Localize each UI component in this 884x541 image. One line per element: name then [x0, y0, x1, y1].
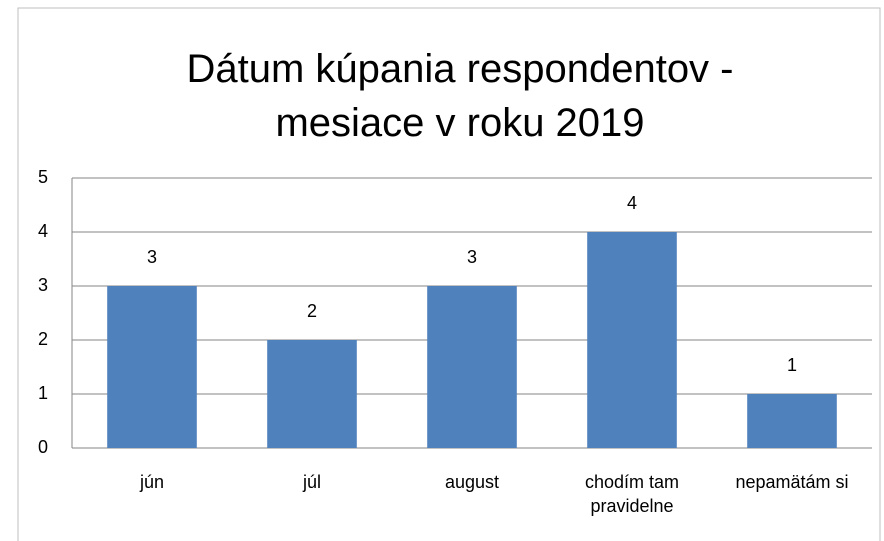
bar [267, 340, 357, 448]
bar [747, 394, 837, 448]
data-label: 2 [307, 301, 317, 321]
y-tick-label: 4 [38, 221, 48, 241]
data-label: 3 [467, 247, 477, 267]
bar [427, 286, 517, 448]
x-tick-label: jún [139, 472, 165, 492]
x-tick-label: júl [302, 472, 321, 492]
x-tick-label: august [444, 472, 500, 492]
data-label: 4 [627, 193, 637, 213]
y-tick-label: 1 [38, 383, 48, 403]
chart-title: Dátum kúpania respondentov - mesiace v r… [186, 47, 734, 145]
y-tick-label: 2 [38, 329, 48, 349]
bar [587, 232, 677, 448]
x-tick-label: nepamätám si [735, 472, 849, 492]
x-tick-label: chodím tam pravidelne [584, 472, 680, 516]
y-tick-label: 0 [38, 437, 48, 457]
data-label: 3 [147, 247, 157, 267]
y-tick-label: 3 [38, 275, 48, 295]
chart-border [17, 7, 881, 541]
bar [107, 286, 197, 448]
y-tick-label: 5 [38, 167, 48, 187]
data-label: 1 [787, 355, 797, 375]
